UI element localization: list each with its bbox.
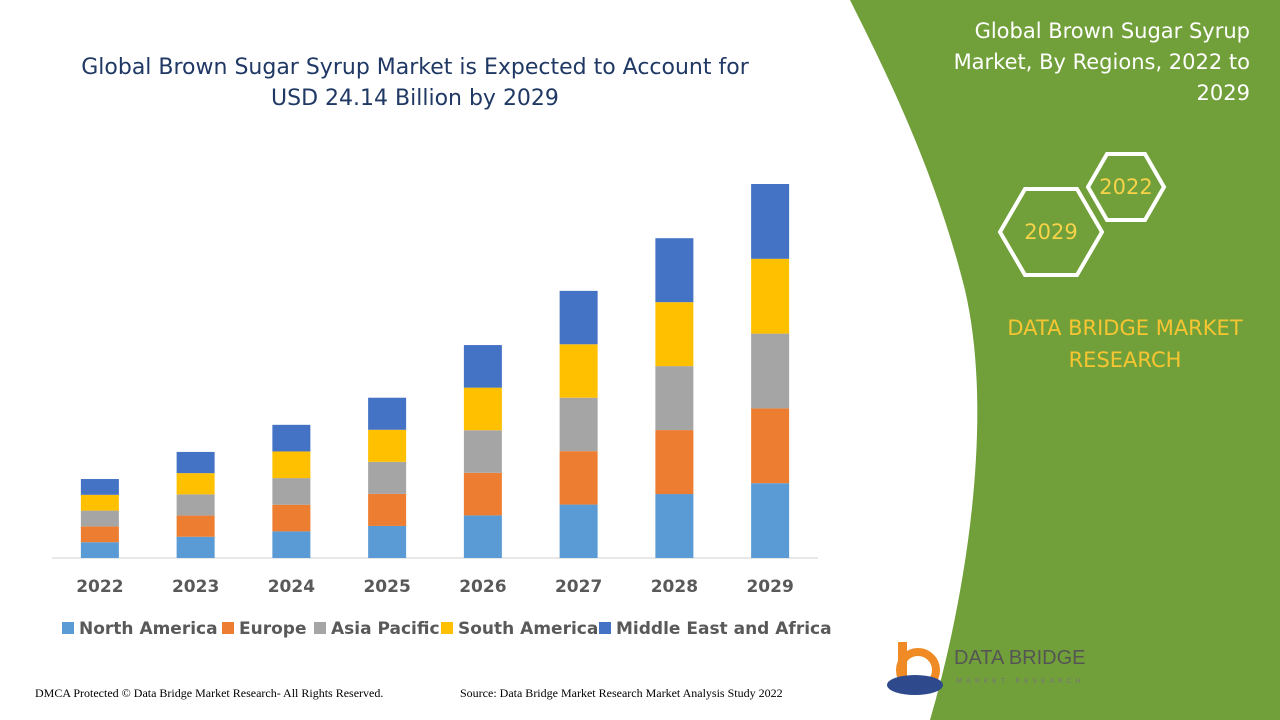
bar-segment bbox=[751, 258, 790, 334]
bar-segment bbox=[272, 451, 311, 479]
bar-segment bbox=[655, 366, 694, 431]
bar-segment bbox=[368, 525, 407, 558]
bar-segment bbox=[751, 333, 790, 409]
bar-segment bbox=[176, 536, 215, 558]
bar-segment bbox=[368, 461, 407, 494]
bar-segment bbox=[368, 397, 407, 430]
bar-segment bbox=[80, 494, 119, 511]
bar-segment bbox=[80, 542, 119, 558]
logo-name: DATA BRIDGE bbox=[954, 647, 1086, 669]
bar-segment bbox=[463, 345, 502, 388]
bar-segment bbox=[751, 408, 790, 484]
copyright: DMCA Protected © Data Bridge Market Rese… bbox=[35, 686, 384, 700]
legend-swatch bbox=[441, 622, 453, 634]
x-tick-label: 2022 bbox=[76, 577, 123, 597]
bar-segment bbox=[559, 397, 598, 452]
bar-segment bbox=[463, 430, 502, 473]
bar-segment bbox=[463, 515, 502, 558]
legend-label: Europe bbox=[239, 619, 306, 639]
bar-segment bbox=[272, 531, 311, 558]
bar-segment bbox=[559, 504, 598, 558]
bar-segment bbox=[272, 478, 311, 505]
hex-label: 2029 bbox=[1024, 220, 1077, 244]
source-note: Source: Data Bridge Market Research Mark… bbox=[460, 686, 783, 700]
legend-swatch bbox=[599, 622, 611, 634]
hexagon bbox=[1085, 152, 1167, 222]
bar-segment bbox=[272, 504, 311, 532]
hex-label: 2022 bbox=[1099, 175, 1152, 199]
legend-label: South America bbox=[458, 619, 598, 639]
bar-segment bbox=[368, 429, 407, 462]
bar-segment bbox=[559, 290, 598, 345]
side-panel bbox=[850, 0, 1280, 720]
bar-segment bbox=[80, 510, 119, 527]
bar-segment bbox=[655, 430, 694, 495]
bar-segment bbox=[176, 494, 215, 516]
bar-segment bbox=[80, 479, 119, 495]
x-tick-label: 2023 bbox=[172, 577, 219, 597]
legend-swatch bbox=[314, 622, 326, 634]
logo-swoosh bbox=[887, 675, 943, 695]
legend-label: North America bbox=[79, 619, 218, 639]
legend-label: Middle East and Africa bbox=[616, 619, 832, 639]
legend-swatch bbox=[62, 622, 74, 634]
bar-segment bbox=[176, 515, 215, 537]
brand-text: DATA BRIDGE MARKET RESEARCH bbox=[1007, 316, 1243, 372]
bar-segment bbox=[559, 344, 598, 398]
panel-title: Global Brown Sugar Syrup Market, By Regi… bbox=[953, 19, 1250, 105]
bar-segment bbox=[655, 494, 694, 558]
bar-segment bbox=[751, 184, 790, 259]
bar-segment bbox=[176, 451, 215, 474]
logo-tagline: MARKET RESEARCH bbox=[956, 677, 1085, 685]
x-tick-label: 2029 bbox=[746, 577, 793, 597]
logo-icon bbox=[887, 642, 943, 695]
bar-segment bbox=[80, 526, 119, 543]
legend-swatch bbox=[222, 622, 234, 634]
legend-label: Asia Pacific bbox=[331, 619, 440, 639]
bar-segment bbox=[559, 451, 598, 505]
bar-segment bbox=[655, 238, 694, 303]
x-tick-label: 2026 bbox=[459, 577, 506, 597]
bar-segment bbox=[272, 424, 311, 452]
x-tick-label: 2027 bbox=[555, 577, 602, 597]
bar-segment bbox=[463, 387, 502, 431]
bar-segment bbox=[751, 483, 790, 558]
hexagon bbox=[997, 187, 1105, 277]
bar-segment bbox=[463, 472, 502, 516]
chart-title: Global Brown Sugar Syrup Market is Expec… bbox=[81, 55, 749, 111]
bar-segment bbox=[655, 302, 694, 367]
x-tick-label: 2024 bbox=[268, 577, 315, 597]
x-tick-label: 2025 bbox=[363, 577, 410, 597]
bar-segment bbox=[176, 473, 215, 495]
x-tick-label: 2028 bbox=[651, 577, 698, 597]
bar-segment bbox=[368, 493, 407, 526]
